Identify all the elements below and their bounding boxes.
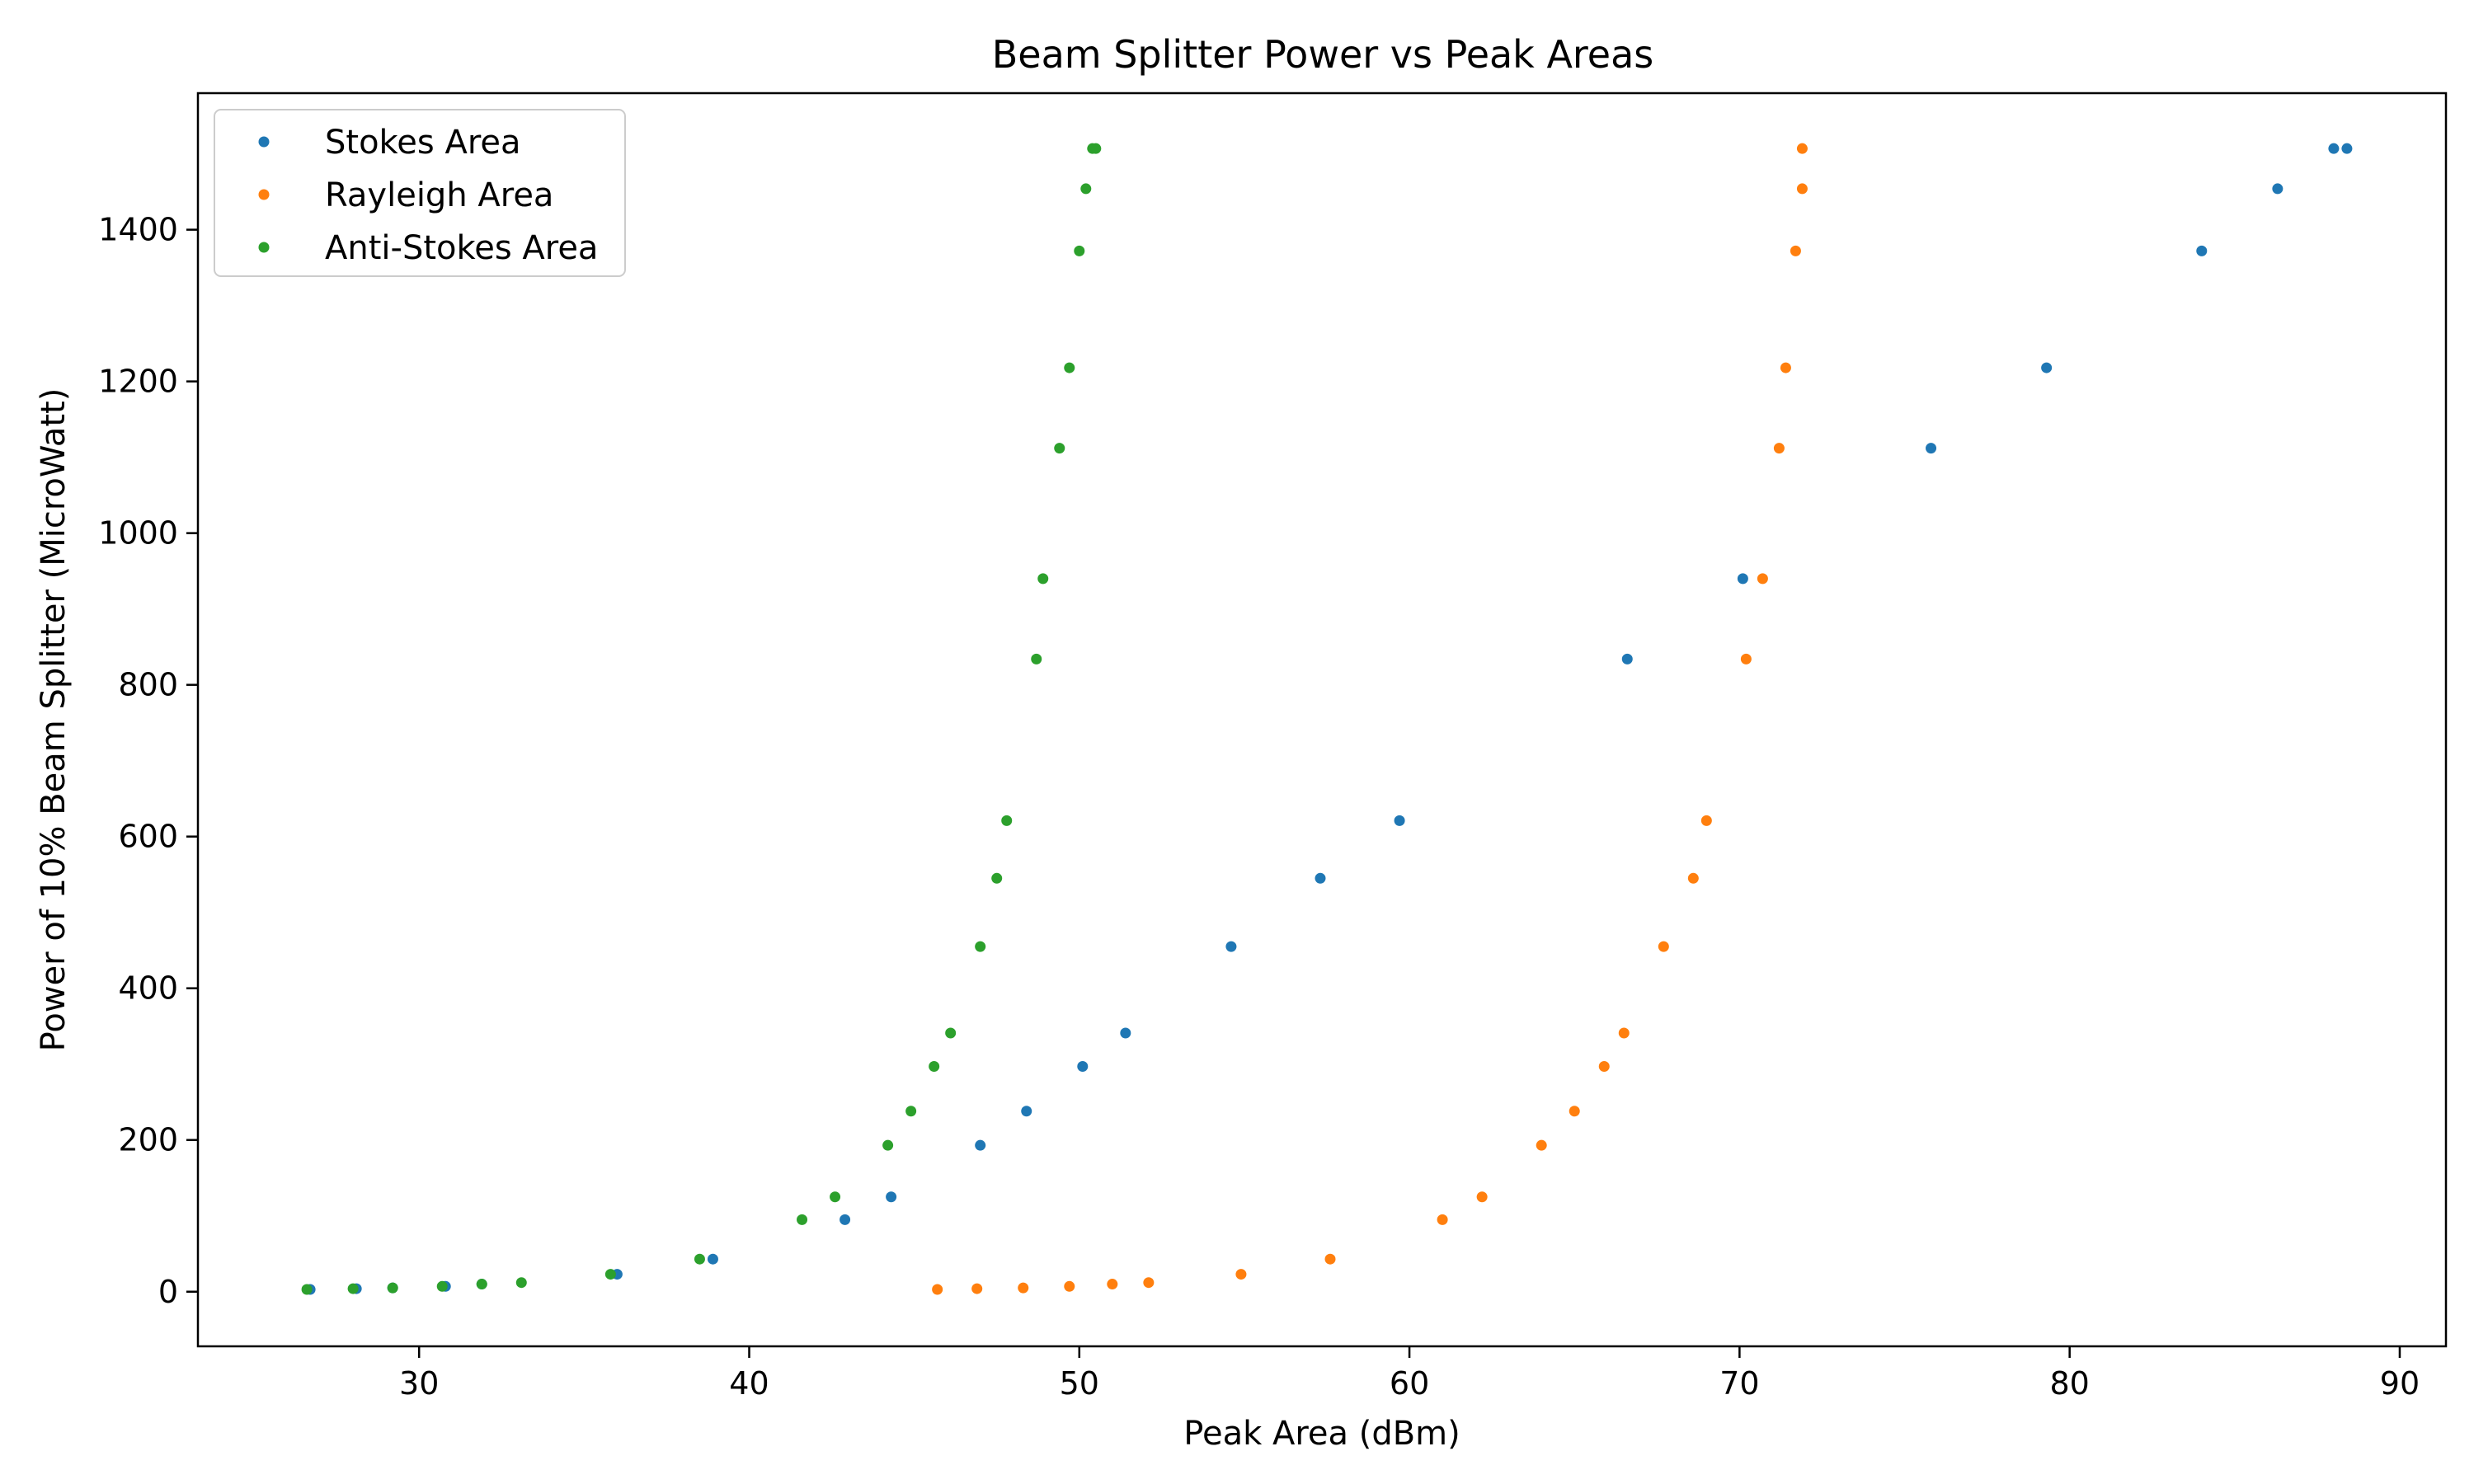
x-tick-label: 80 xyxy=(2049,1365,2089,1402)
data-point xyxy=(1796,143,1808,154)
x-tick-label: 60 xyxy=(1390,1365,1429,1402)
data-point xyxy=(882,1139,894,1151)
data-point xyxy=(1621,653,1633,665)
x-tick-label: 90 xyxy=(2380,1365,2420,1402)
legend: Stokes Area Rayleigh Area Anti-Stokes Area xyxy=(214,109,626,277)
data-point xyxy=(1031,653,1042,665)
data-point xyxy=(1687,872,1699,884)
y-tick-label: 200 xyxy=(118,1122,178,1158)
data-point xyxy=(1324,1253,1336,1265)
data-point xyxy=(886,1191,897,1203)
data-point xyxy=(1394,815,1405,826)
data-point xyxy=(2328,143,2340,154)
data-point xyxy=(1021,1106,1032,1117)
data-point xyxy=(604,1269,616,1280)
data-point xyxy=(1790,245,1801,256)
y-tick-label: 0 xyxy=(158,1274,178,1310)
data-point xyxy=(1090,143,1102,154)
x-tick-label: 40 xyxy=(729,1365,769,1402)
data-point xyxy=(1054,443,1065,454)
chart-title: Beam Splitter Power vs Peak Areas xyxy=(992,32,1654,77)
data-point xyxy=(1107,1279,1118,1290)
data-point xyxy=(1001,815,1013,826)
data-point xyxy=(797,1214,808,1225)
data-point xyxy=(1569,1106,1580,1117)
points-layer xyxy=(301,143,2353,1295)
data-point xyxy=(476,1279,487,1290)
x-tick-label: 30 xyxy=(399,1365,439,1402)
y-tick-label: 800 xyxy=(118,667,178,703)
legend-label: Anti-Stokes Area xyxy=(325,229,598,267)
y-tick-label: 400 xyxy=(118,970,178,1007)
data-point xyxy=(975,941,986,952)
data-point xyxy=(2272,183,2284,195)
data-point xyxy=(1074,245,1085,256)
data-point xyxy=(1476,1191,1488,1203)
data-point xyxy=(2196,245,2208,256)
data-point xyxy=(830,1191,841,1203)
data-point xyxy=(1080,183,1092,195)
data-point xyxy=(1618,1027,1630,1039)
y-axis: 0 200 400 600 800 1000 1200 1400 xyxy=(98,212,198,1310)
data-point xyxy=(1658,941,1669,952)
plot-frame xyxy=(196,92,2448,1348)
y-tick-label: 1400 xyxy=(98,212,178,248)
data-point xyxy=(905,1106,917,1117)
data-point xyxy=(694,1253,705,1265)
data-point xyxy=(1780,362,1791,373)
x-axis: 30 40 50 60 70 80 90 xyxy=(399,1346,2420,1402)
data-point xyxy=(387,1282,398,1294)
data-point xyxy=(1926,443,1937,454)
legend-label: Rayleigh Area xyxy=(325,176,553,214)
data-point xyxy=(971,1283,983,1294)
data-point xyxy=(840,1214,851,1225)
data-point xyxy=(1700,815,1712,826)
data-point xyxy=(1773,443,1785,454)
legend-label: Stokes Area xyxy=(325,124,521,162)
data-point xyxy=(1018,1282,1029,1294)
x-tick-label: 70 xyxy=(1719,1365,1759,1402)
data-point xyxy=(2341,143,2353,154)
data-point xyxy=(301,1284,313,1295)
data-point xyxy=(1064,1280,1075,1292)
y-tick-label: 1200 xyxy=(98,364,178,400)
data-point xyxy=(1437,1214,1448,1225)
legend-marker xyxy=(258,136,270,148)
data-point xyxy=(1077,1060,1089,1072)
y-axis-label: Power of 10% Beam Splitter (MicroWatt) xyxy=(35,388,73,1052)
data-point xyxy=(1598,1060,1610,1072)
data-point xyxy=(1235,1269,1247,1280)
data-point xyxy=(1225,941,1237,952)
series-anti-stokes-area xyxy=(301,143,1102,1295)
data-point xyxy=(1037,573,1049,585)
data-point xyxy=(1737,573,1748,585)
data-point xyxy=(1120,1027,1131,1039)
data-point xyxy=(1064,362,1075,373)
x-axis-label: Peak Area (dBm) xyxy=(1183,1415,1460,1453)
data-point xyxy=(975,1139,986,1151)
y-tick-label: 1000 xyxy=(98,515,178,552)
data-point xyxy=(945,1027,957,1039)
data-point xyxy=(1315,872,1326,884)
data-point xyxy=(347,1283,359,1294)
data-point xyxy=(436,1280,448,1292)
data-point xyxy=(2041,362,2053,373)
data-point xyxy=(1143,1277,1155,1289)
data-point xyxy=(932,1284,943,1295)
data-point xyxy=(515,1277,527,1289)
legend-box xyxy=(214,109,626,277)
legend-marker xyxy=(258,242,270,253)
legend-marker xyxy=(258,189,270,200)
data-point xyxy=(1757,573,1768,585)
x-tick-label: 50 xyxy=(1060,1365,1099,1402)
y-tick-label: 600 xyxy=(118,819,178,855)
data-point xyxy=(991,872,1003,884)
data-point xyxy=(1796,183,1808,195)
series-rayleigh-area xyxy=(932,143,1808,1295)
data-point xyxy=(707,1253,718,1265)
data-point xyxy=(929,1060,940,1072)
data-point xyxy=(1740,653,1752,665)
data-point xyxy=(1536,1139,1547,1151)
